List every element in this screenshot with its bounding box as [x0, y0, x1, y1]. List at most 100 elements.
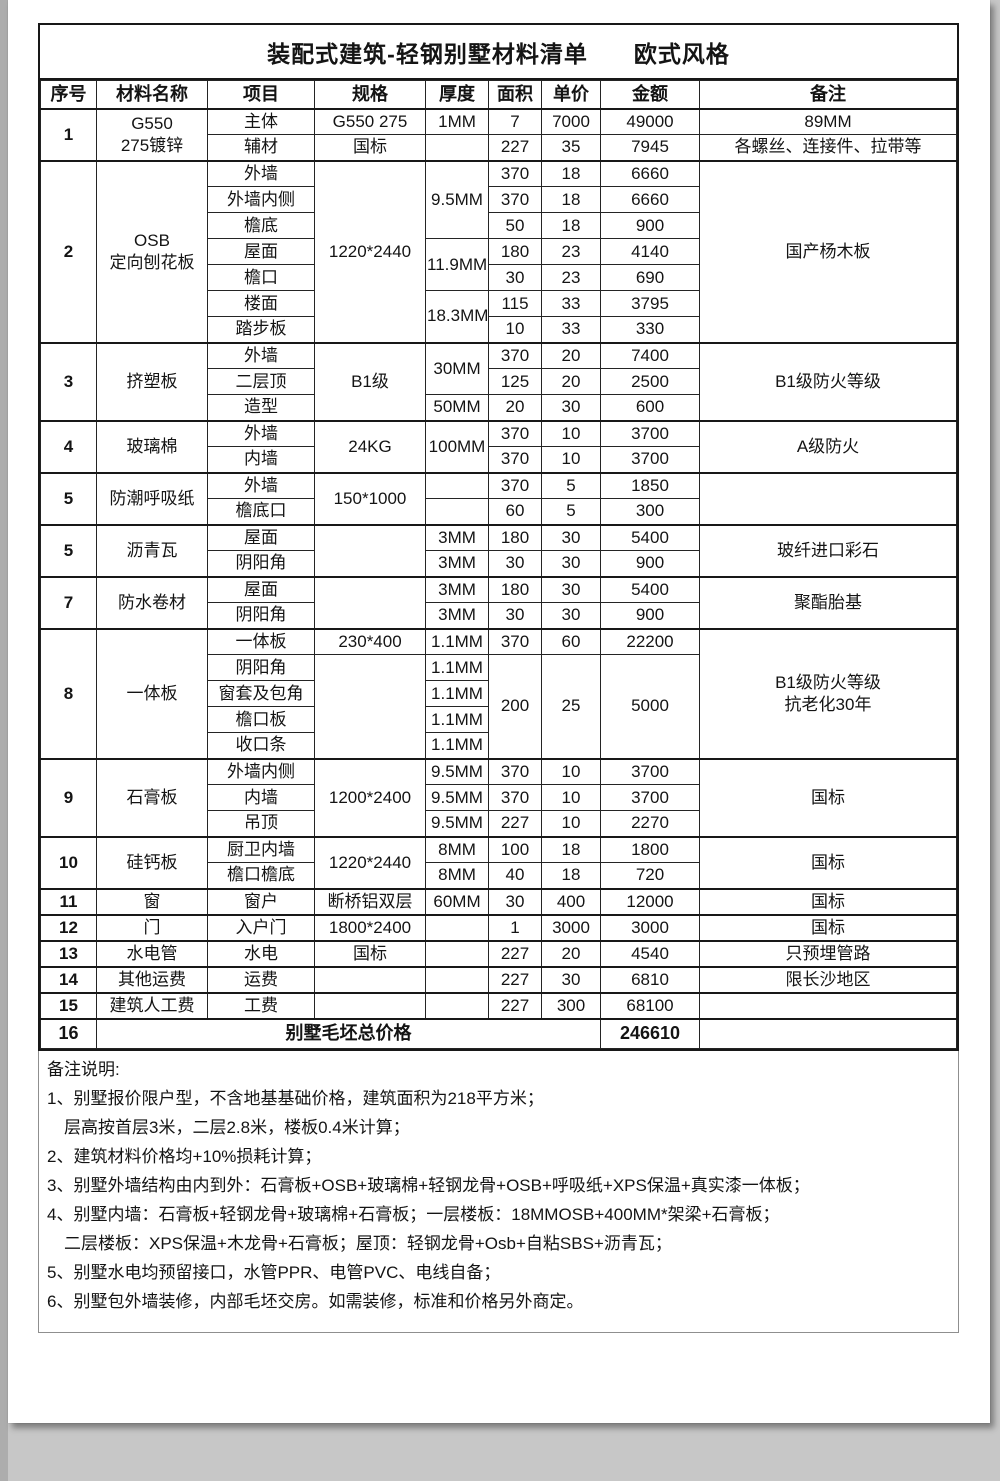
table-cell: 玻璃棉 [96, 420, 208, 473]
page-title-style: 欧式风格 [633, 40, 730, 67]
header-row: 序号 材料名称 项目 规格 厚度 面积 单价 金额 备注 [40, 80, 957, 110]
table-row: 檐口檐底 8MM 40 18 720 [41, 862, 957, 889]
table-cell: 49000 [600, 108, 700, 135]
table-row: 窗套及包角 1.1MM [41, 680, 957, 707]
table-cell: 外墙 [207, 472, 315, 499]
note-line: 6、别墅包外墙装修，内部毛坯交房。如需装修，标准和价格另外商定。 [47, 1292, 584, 1311]
table-row: 3 挤塑板 外墙 B1级 30MM 370 20 7400 B1级防火等级 [40, 342, 957, 421]
table-cell: 22200 [600, 628, 700, 655]
table-cell: 3000 [541, 914, 601, 941]
table-cell: 30 [541, 602, 601, 629]
table-cell: G550 275镀锌 [96, 108, 208, 161]
table-row-group: 10 硅钙板 厨卫内墙 1220*2440 8MM 100 18 1800 国标 檐口檐底 8MM 4… [40, 836, 957, 889]
table-cell: 8 [40, 628, 97, 759]
table-cell: 1800*2400 [314, 914, 426, 941]
note-line: 层高按首层3米，二层2.8米，楼板0.4米计算； [47, 1118, 410, 1137]
table-row: 1 G550 275镀锌 主体 G550 275 1MM 7 7000 49000 89MM [40, 108, 957, 161]
table-cell: 30 [488, 264, 542, 291]
materials-table: 序号 材料名称 项目 规格 厚度 面积 单价 金额 备注 1 G550 275镀锌 主体 G550 2… [40, 80, 957, 1049]
page-title: 装配式建筑-轻钢别墅材料清单 欧式风格 [40, 25, 957, 80]
table-cell: B1级 [314, 342, 426, 421]
table-cell: 外墙 [207, 160, 315, 187]
table-cell: 外墙 [207, 420, 315, 447]
table-cell: 125 [488, 368, 542, 395]
table-cell: 5400 [600, 524, 700, 551]
table-row: 造型 50MM 20 30 600 [41, 394, 957, 421]
table-cell: OSB 定向刨花板 [96, 160, 208, 343]
table-cell: 1.1MM [425, 628, 489, 655]
table-cell: 吊顶 [207, 810, 315, 837]
table-row-group: 14 其他运费 运费 227 30 6810 限长沙地区 [40, 966, 957, 993]
table-cell: 30 [541, 524, 601, 551]
table-row: 阴阳角 3MM 30 30 900 [41, 602, 957, 629]
table-cell: 115 [488, 290, 542, 317]
table-cell: 门 [96, 914, 208, 941]
table-cell: 50 [488, 212, 542, 239]
table-cell: 收口条 [207, 732, 315, 759]
table-row: 14 其他运费 运费 227 30 6810 限长沙地区 [40, 966, 957, 993]
table-cell: 国标 [314, 134, 426, 161]
table-cell [425, 498, 489, 525]
table-cell: 别墅毛坯总价格 [96, 1018, 601, 1049]
table-cell: 2500 [600, 368, 700, 395]
table-cell [699, 472, 957, 525]
table-cell [425, 992, 489, 1019]
table-cell: 18 [541, 862, 601, 889]
table-cell: 5 [541, 472, 601, 499]
table-row: 7 防水卷材 屋面 3MM 180 30 5400 聚酯胎基 [40, 576, 957, 629]
table-cell: 20 [488, 394, 542, 421]
table-cell: 900 [600, 550, 700, 577]
table-cell: 1800 [600, 836, 700, 863]
table-row: 檐口板 1.1MM [41, 706, 957, 733]
table-cell: 石膏板 [96, 758, 208, 837]
table-cell: 国标 [699, 758, 957, 837]
table-cell: 10 [541, 810, 601, 837]
table-cell: 33 [541, 290, 601, 317]
table-cell: 180 [488, 238, 542, 265]
column-header: 金额 [600, 80, 700, 110]
table-cell: 370 [488, 446, 542, 473]
table-row: 收口条 1.1MM [41, 732, 957, 759]
table-cell: 10 [488, 316, 542, 343]
table-cell: 900 [600, 602, 700, 629]
table-cell: 2 [40, 160, 97, 343]
table-cell: 3MM [425, 602, 489, 629]
table-row-group: 3 挤塑板 外墙 B1级 30MM 370 20 7400 B1级防火等级 二层顶 125 20 250… [40, 342, 957, 421]
table-cell: 300 [541, 992, 601, 1019]
table-row: 16 别墅毛坯总价格 246610 [40, 1018, 957, 1049]
table-cell: 挤塑板 [96, 342, 208, 421]
table-cell: 阴阳角 [207, 654, 315, 681]
table-cell: 3700 [600, 446, 700, 473]
table-cell: 3000 [600, 914, 700, 941]
table-cell: 227 [488, 134, 542, 161]
materials-list-frame: 装配式建筑-轻钢别墅材料清单 欧式风格 序号 材料名称 项目 规格 厚度 面积 单价 金额 备注… [38, 23, 959, 1051]
table-cell: 9.5MM [425, 784, 489, 811]
table-cell: 8MM [425, 862, 489, 889]
table-cell: 13 [40, 940, 97, 967]
table-row-group: 2 OSB 定向刨花板 外墙 1220*2440 9.5MM 370 18 6660 国产杨木板… [40, 160, 957, 343]
table-cell: 3700 [600, 420, 700, 447]
table-cell: 24KG [314, 420, 426, 473]
table-row: 阴阳角 1.1MM 200 25 5000 [41, 654, 957, 759]
table-cell: 国标 [699, 836, 957, 889]
table-cell: 20 [541, 940, 601, 967]
column-header: 单价 [541, 80, 601, 110]
table-cell [699, 1018, 957, 1049]
table-cell: 7000 [541, 108, 601, 135]
table-cell: G550 275 [314, 108, 426, 135]
table-cell: 1220*2440 [314, 160, 426, 343]
table-cell: 18 [541, 160, 601, 187]
table-cell: 厨卫内墙 [207, 836, 315, 863]
table-row-group: 5 沥青瓦 屋面 3MM 180 30 5400 玻纤进口彩石 阴阳角 3MM 30 30 900 [40, 524, 957, 577]
table-row: 2 OSB 定向刨花板 外墙 1220*2440 9.5MM 370 18 6660 国产杨木板 [40, 160, 957, 343]
table-row: 5 沥青瓦 屋面 3MM 180 30 5400 玻纤进口彩石 [40, 524, 957, 577]
table-row: 檐底 50 18 900 [41, 212, 957, 239]
table-cell: 只预埋管路 [699, 940, 957, 967]
table-cell: 200 [488, 654, 542, 759]
table-cell: 7 [40, 576, 97, 629]
table-row: 8 一体板 一体板 230*400 1.1MM 370 60 22200 B1级防火等级 抗老化… [40, 628, 957, 759]
table-cell: B1级防火等级 抗老化30年 [699, 628, 957, 759]
table-row: 辅材 国标 227 35 7945 各螺丝、连接件、拉带等 [41, 134, 957, 161]
table-cell: 运费 [207, 966, 315, 993]
table-cell [314, 576, 426, 629]
